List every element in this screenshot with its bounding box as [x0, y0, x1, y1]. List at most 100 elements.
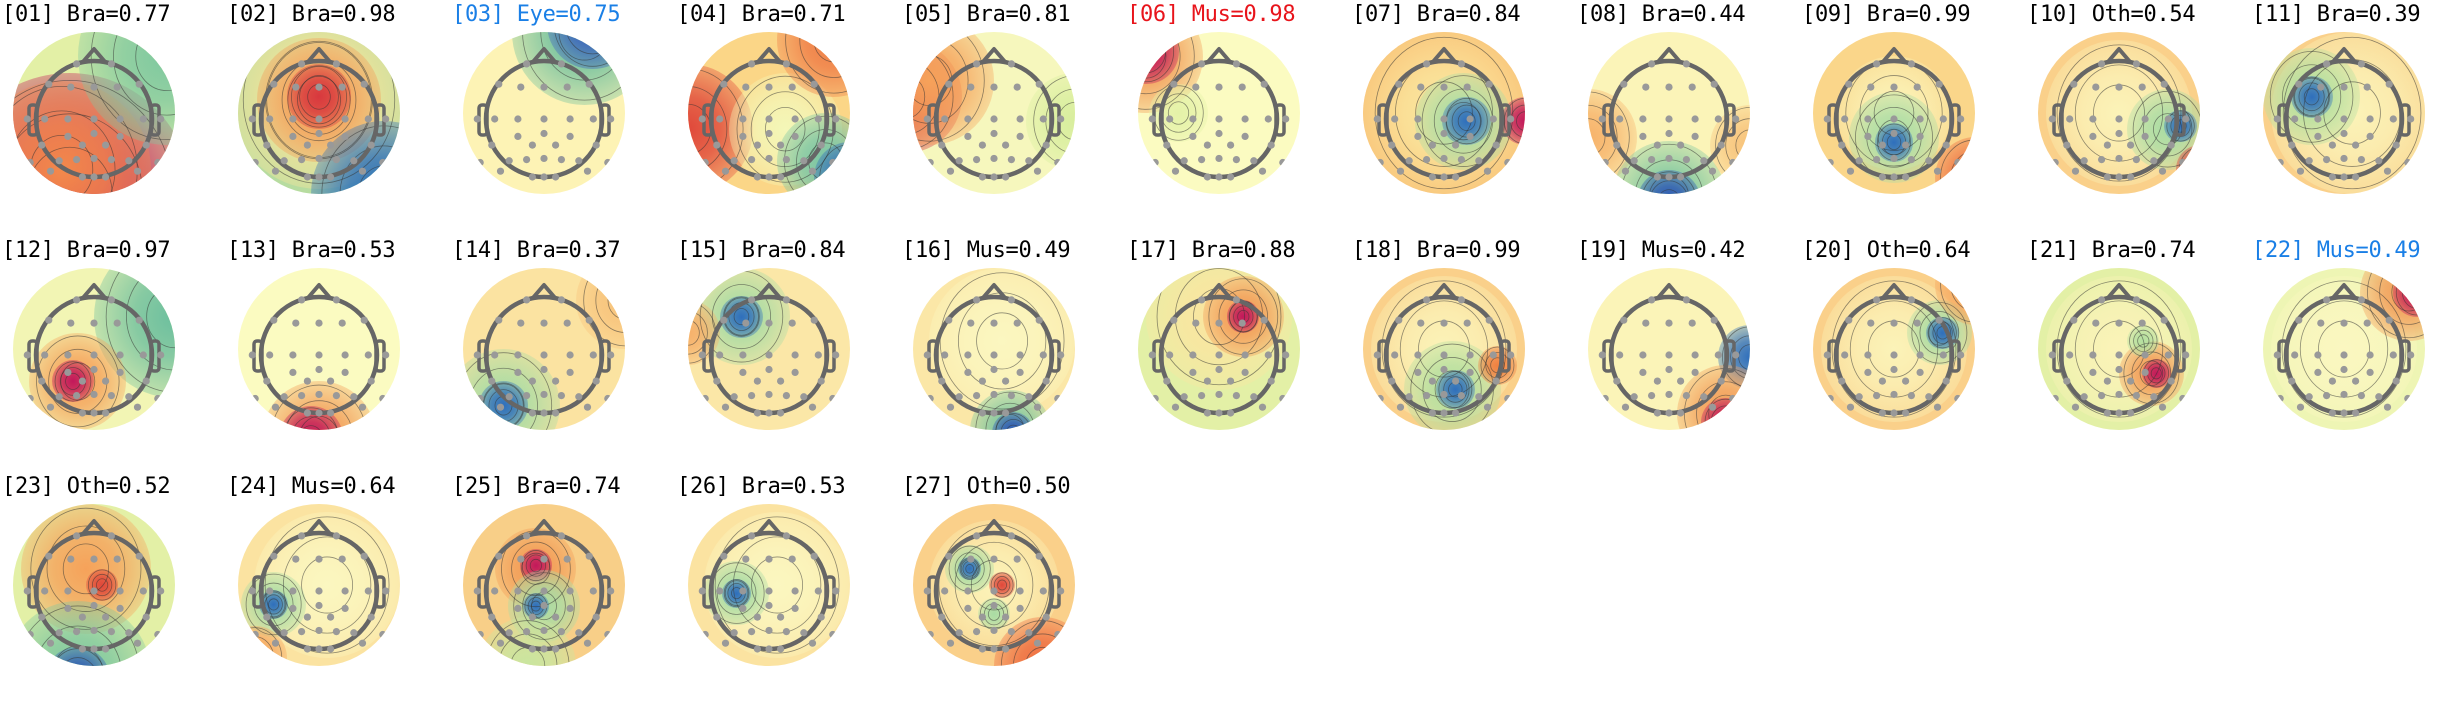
component-panel-10: [10] Oth=0.54	[2027, 0, 2252, 236]
head-outline	[238, 516, 390, 666]
component-title: [21] Bra=0.74	[2027, 238, 2196, 263]
scalp-topomap	[913, 32, 1075, 194]
component-panel-01: [01] Bra=0.77	[2, 0, 227, 236]
head-outline	[1138, 32, 1290, 181]
component-title: [23] Oth=0.52	[2, 474, 171, 499]
scalp-topomap	[463, 268, 625, 430]
scalp-topomap	[1813, 32, 1975, 194]
scalp-topomap	[1588, 268, 1750, 430]
component-title: [06] Mus=0.98	[1127, 2, 1296, 27]
component-title: [09] Bra=0.99	[1802, 2, 1971, 27]
head-outline	[2273, 268, 2425, 418]
scalp-topomap	[2263, 268, 2425, 430]
component-title: [16] Mus=0.49	[902, 238, 1071, 263]
head-outline	[15, 507, 165, 666]
scalp-topomap	[1363, 32, 1525, 194]
head-outline	[23, 268, 175, 428]
head-outline	[2269, 36, 2422, 190]
component-title: [19] Mus=0.42	[1577, 238, 1746, 263]
head-outline	[1373, 36, 1525, 190]
head-outline	[463, 268, 625, 430]
component-panel-19: [19] Mus=0.42	[1577, 236, 1802, 472]
scalp-topomap	[2038, 32, 2200, 194]
component-panel-02: [02] Bra=0.98	[227, 0, 452, 236]
component-title: [08] Bra=0.44	[1577, 2, 1746, 27]
component-panel-23: [23] Oth=0.52	[2, 472, 227, 708]
component-panel-03: [03] Eye=0.75	[452, 0, 677, 236]
head-outline	[473, 519, 615, 666]
scalp-topomap	[463, 32, 625, 194]
component-panel-21: [21] Bra=0.74	[2027, 236, 2252, 472]
activation-blob	[958, 557, 982, 581]
head-outline	[2048, 44, 2200, 193]
component-title: [12] Bra=0.97	[2, 238, 171, 263]
head-outline	[2048, 280, 2190, 418]
component-title: [07] Bra=0.84	[1352, 2, 1521, 27]
component-title: [03] Eye=0.75	[452, 2, 621, 27]
component-title: [04] Bra=0.71	[677, 2, 846, 27]
scalp-topomap	[13, 504, 175, 666]
scalp-topomap	[688, 268, 850, 430]
scalp-topomap	[1138, 32, 1300, 194]
component-panel-27: [27] Oth=0.50	[902, 472, 1127, 708]
component-title: [20] Oth=0.64	[1802, 238, 1971, 263]
component-panel-06: [06] Mus=0.98	[1127, 0, 1352, 236]
scalp-topomap	[13, 32, 175, 194]
activation-blob	[2392, 268, 2425, 317]
component-panel-26: [26] Bra=0.53	[677, 472, 902, 708]
scalp-topomap	[238, 32, 400, 194]
head-outline	[473, 32, 625, 181]
component-title: [27] Oth=0.50	[902, 474, 1071, 499]
component-title: [01] Bra=0.77	[2, 2, 171, 27]
scalp-topomap	[1363, 268, 1525, 430]
component-title: [18] Bra=0.99	[1352, 238, 1521, 263]
head-outline	[1588, 47, 1750, 194]
component-title: [14] Bra=0.37	[452, 238, 621, 263]
component-title: [17] Bra=0.88	[1127, 238, 1296, 263]
component-title: [24] Mus=0.64	[227, 474, 396, 499]
component-title: [11] Bra=0.39	[2252, 2, 2421, 27]
scalp-topomap	[913, 268, 1075, 430]
component-title: [26] Bra=0.53	[677, 474, 846, 499]
scalp-topomap	[1138, 268, 1300, 430]
component-panel-20: [20] Oth=0.64	[1802, 236, 2027, 472]
component-panel-07: [07] Bra=0.84	[1352, 0, 1577, 236]
component-title: [13] Bra=0.53	[227, 238, 396, 263]
component-title: [02] Bra=0.98	[227, 2, 396, 27]
scalp-topomap	[2038, 268, 2200, 430]
component-panel-11: [11] Bra=0.39	[2252, 0, 2438, 236]
head-outline	[242, 32, 400, 194]
component-title: [10] Oth=0.54	[2027, 2, 2196, 27]
head-outline	[923, 519, 1075, 666]
scalp-topomap	[688, 32, 850, 194]
head-outline	[913, 32, 1075, 181]
scalp-topomap	[1813, 268, 1975, 430]
scalp-topomap	[688, 504, 850, 666]
head-outline	[248, 283, 390, 430]
head-outline	[1373, 280, 1515, 430]
component-title: [15] Bra=0.84	[677, 238, 846, 263]
head-outline	[13, 32, 175, 194]
component-panel-05: [05] Bra=0.81	[902, 0, 1127, 236]
component-panel-17: [17] Bra=0.88	[1127, 236, 1352, 472]
component-panel-13: [13] Bra=0.53	[227, 236, 452, 472]
scalp-topomap	[913, 504, 1075, 666]
component-title: [05] Bra=0.81	[902, 2, 1071, 27]
component-title: [25] Bra=0.74	[452, 474, 621, 499]
component-panel-22: [22] Mus=0.49	[2252, 236, 2438, 472]
scalp-topomap	[2263, 32, 2425, 194]
head-outline	[688, 270, 840, 417]
scalp-topomap	[13, 268, 175, 430]
component-panel-18: [18] Bra=0.99	[1352, 236, 1577, 472]
component-panel-12: [12] Bra=0.97	[2, 236, 227, 472]
component-panel-25: [25] Bra=0.74	[452, 472, 677, 708]
component-panel-24: [24] Mus=0.64	[227, 472, 452, 708]
head-outline	[1598, 283, 1750, 430]
scalp-topomap	[238, 504, 400, 666]
head-outline	[1148, 268, 1290, 417]
head-outline	[1823, 268, 1975, 418]
head-outline	[688, 32, 850, 194]
head-outline	[923, 272, 1065, 430]
component-panel-16: [16] Mus=0.49	[902, 236, 1127, 472]
head-outline	[1823, 47, 1975, 194]
